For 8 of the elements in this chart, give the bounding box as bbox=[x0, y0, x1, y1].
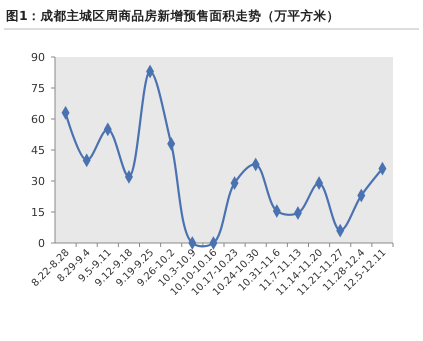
y-tick-label: 15 bbox=[31, 206, 45, 219]
y-tick-label: 0 bbox=[38, 236, 45, 250]
y-tick-label: 60 bbox=[31, 112, 45, 126]
y-tick-label: 45 bbox=[31, 144, 45, 157]
y-tick-label: 30 bbox=[31, 174, 45, 188]
y-tick-label: 90 bbox=[31, 50, 45, 64]
chart-title: 图1：成都主城区周商品房新增预售面积走势（万平方米） bbox=[6, 8, 340, 23]
y-tick-label: 75 bbox=[31, 82, 45, 95]
